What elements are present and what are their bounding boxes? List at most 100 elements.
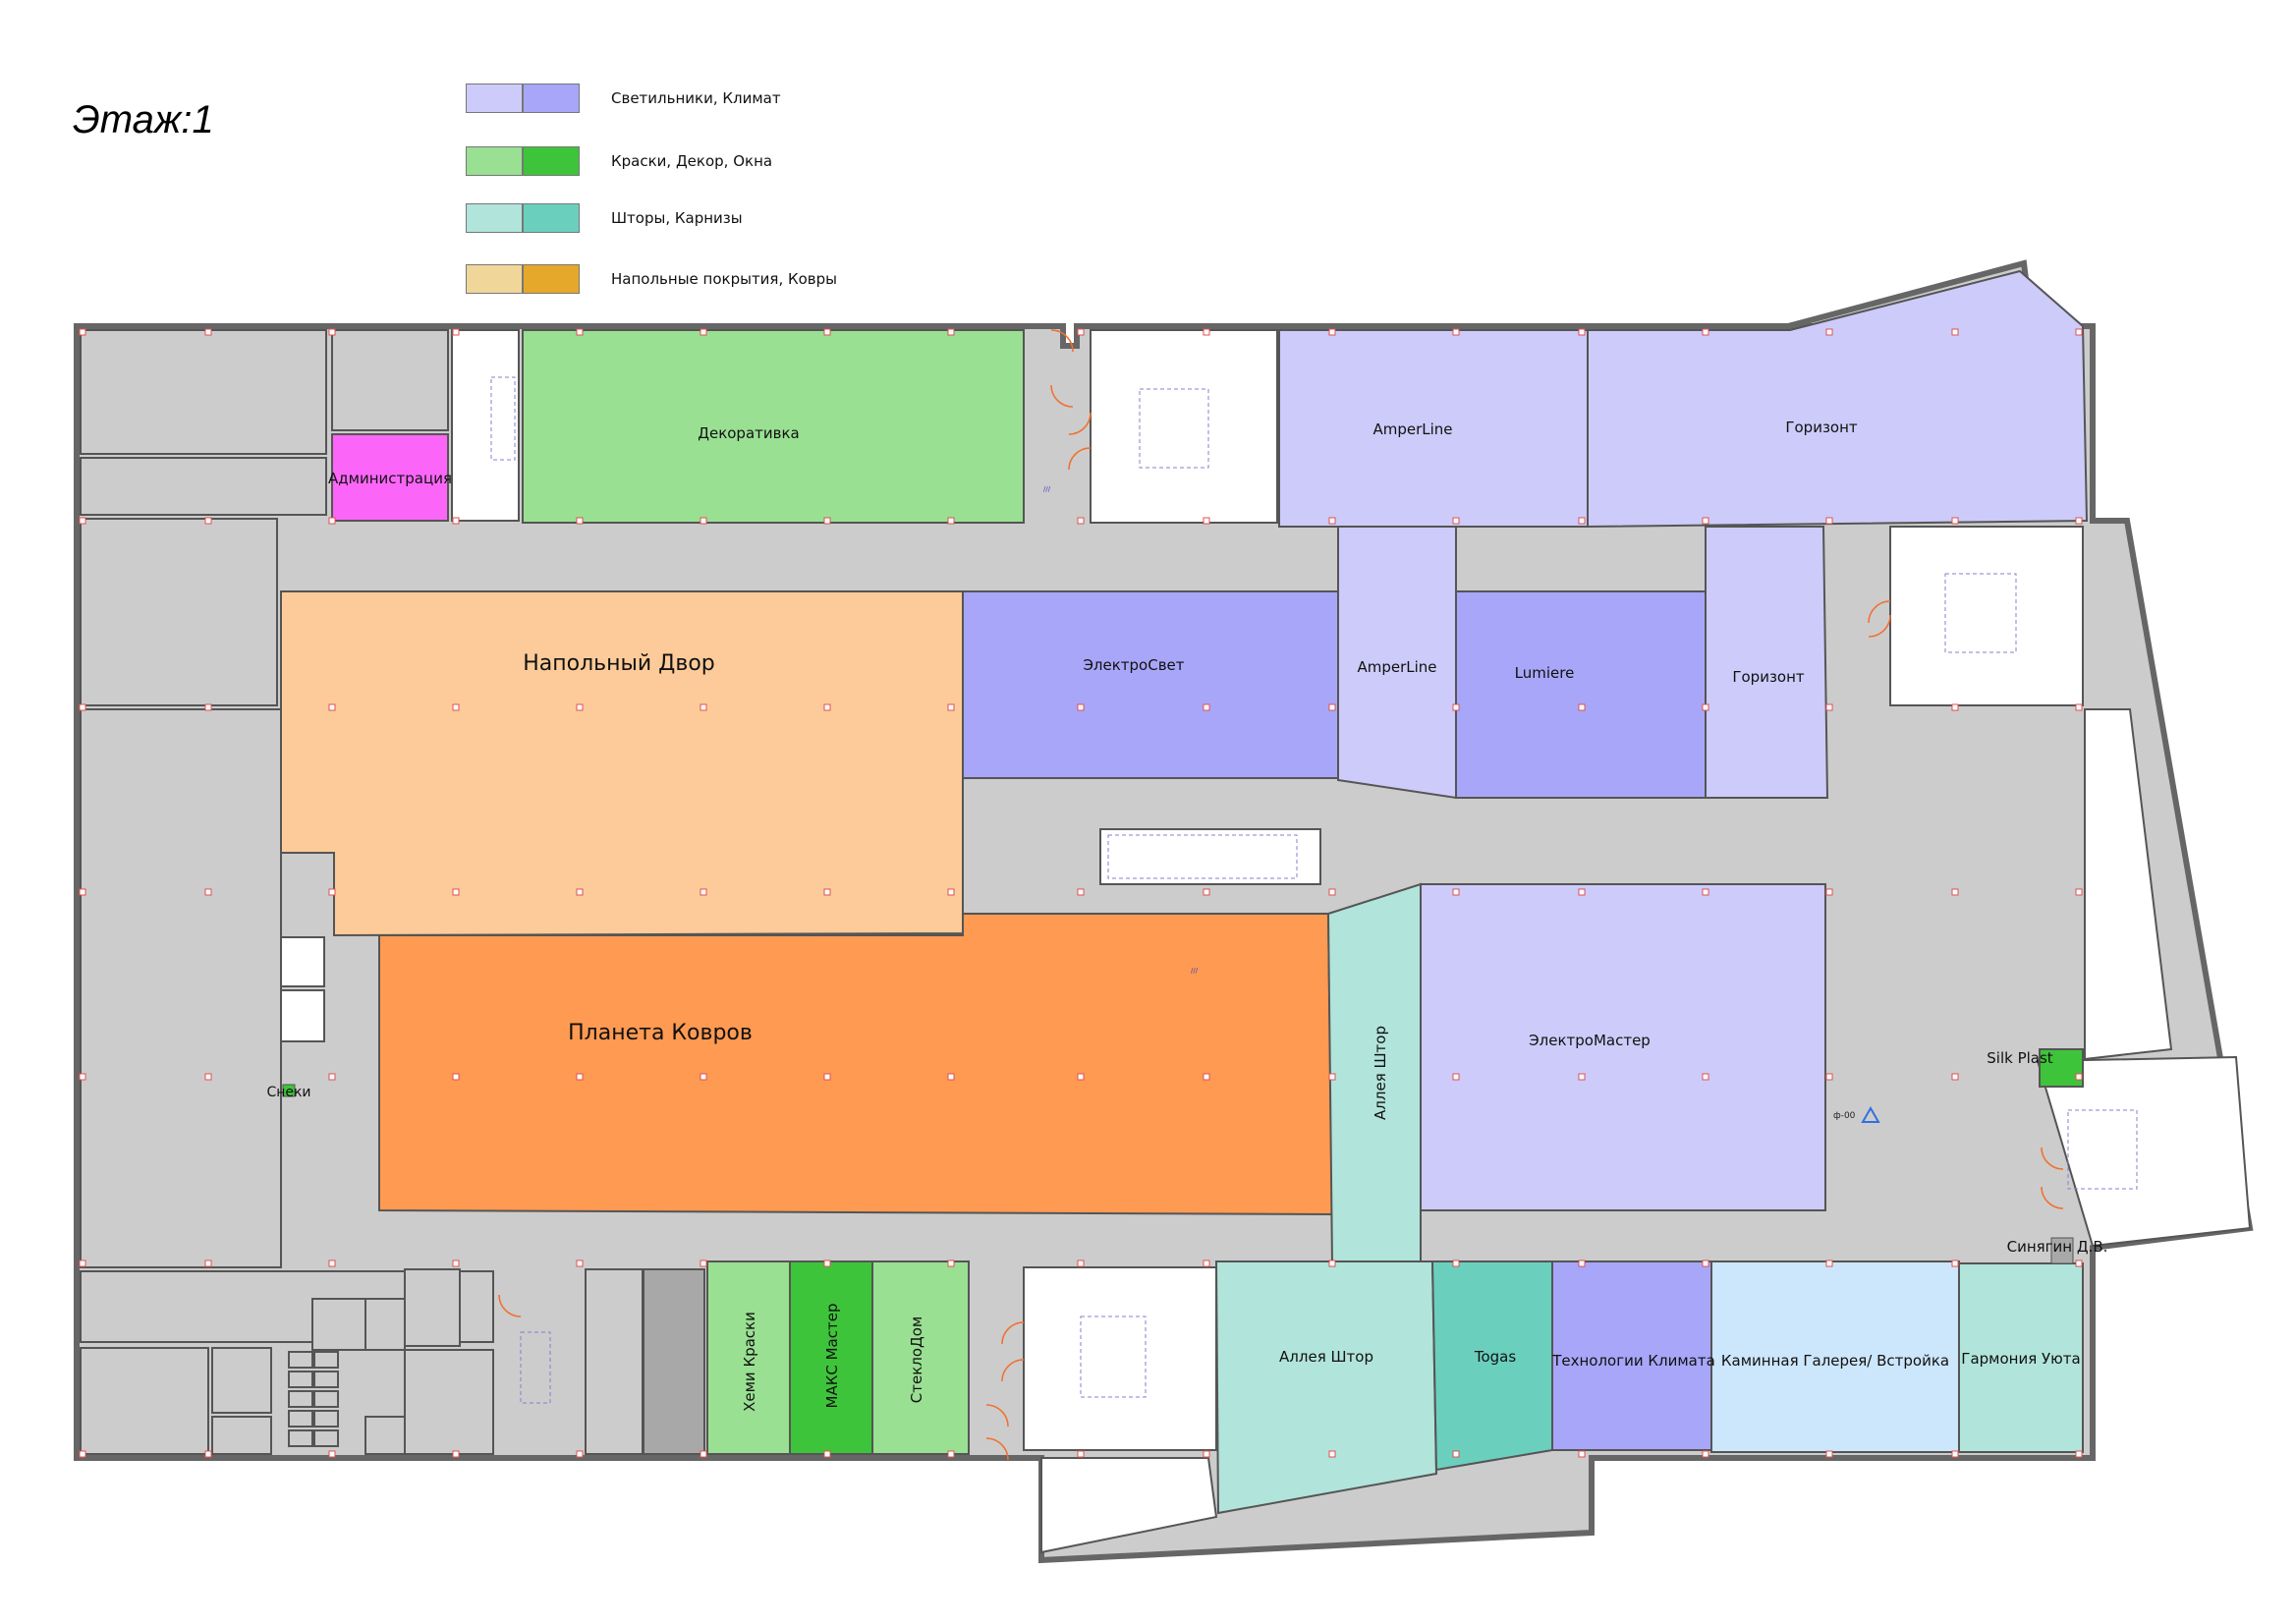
store-togas[interactable] (1430, 1260, 1553, 1472)
store-gorizont-top[interactable] (1587, 269, 2089, 529)
column-marker (204, 888, 212, 896)
column-marker (1077, 1450, 1085, 1458)
legend-item-curtains: Шторы, Карнизы (466, 202, 743, 234)
column-marker (1825, 517, 1833, 525)
column-marker (947, 1450, 955, 1458)
column-marker (576, 517, 584, 525)
column-marker (576, 888, 584, 896)
column-marker (1452, 1073, 1460, 1081)
label-sinyagin: Синягин Д.В. (2007, 1238, 2108, 1256)
column-marker (2075, 517, 2083, 525)
store-elektromaster[interactable] (1420, 883, 1826, 1211)
column-marker (1702, 1450, 1709, 1458)
column-marker (1702, 517, 1709, 525)
column-marker (823, 888, 831, 896)
store-maks-master[interactable] (789, 1260, 873, 1455)
label-gorizont-top: Горизонт (1785, 419, 1858, 436)
column-marker (1951, 888, 1959, 896)
column-marker (1452, 517, 1460, 525)
column-marker (328, 328, 336, 336)
label-sneki: Снеки (266, 1085, 310, 1100)
column-marker (1328, 703, 1336, 711)
column-marker (576, 703, 584, 711)
column-marker (452, 1450, 460, 1458)
store-dekorativka[interactable] (522, 329, 1025, 524)
store-elektrosvet[interactable] (962, 590, 1339, 779)
column-marker (1951, 1260, 1959, 1267)
column-marker (1452, 1450, 1460, 1458)
column-marker (79, 1260, 86, 1267)
label-alleya-shtor-vertical: Аллея Штор (1372, 1026, 1389, 1120)
column-marker (2075, 1260, 2083, 1267)
store-tekhnologii-klimata[interactable] (1551, 1260, 1712, 1451)
column-marker (1452, 703, 1460, 711)
column-marker (576, 1073, 584, 1081)
column-marker (2075, 703, 2083, 711)
column-marker (947, 888, 955, 896)
column-marker (204, 1260, 212, 1267)
store-steklodom[interactable] (871, 1260, 970, 1455)
column-marker (1825, 1260, 1833, 1267)
label-kaminnaya-galereya: Каминная Галерея/ Встройка (1721, 1352, 1949, 1370)
store-lumiere[interactable] (1455, 590, 1707, 799)
column-marker (1702, 1073, 1709, 1081)
store-sneki[interactable] (282, 1084, 296, 1097)
column-marker (204, 328, 212, 336)
service-room-dark (643, 1268, 705, 1455)
label-napolnyi-dvor: Напольный Двор (523, 651, 715, 676)
column-marker (1077, 328, 1085, 336)
column-marker (452, 1073, 460, 1081)
column-marker (204, 1073, 212, 1081)
column-marker (79, 888, 86, 896)
store-kaminnaya-galereya[interactable] (1710, 1260, 1960, 1453)
grid-marker: ф-00 (1833, 1111, 1856, 1121)
column-marker (1702, 703, 1709, 711)
legend-label: Напольные покрытия, Ковры (611, 270, 838, 288)
column-marker (452, 1260, 460, 1267)
legend-item-paints: Краски, Декор, Окна (466, 145, 772, 177)
column-marker (2075, 1073, 2083, 1081)
store-gorizont-mid[interactable] (1705, 526, 1829, 799)
column-marker (1077, 517, 1085, 525)
service-rooms-left (80, 329, 644, 1455)
column-marker (1203, 888, 1210, 896)
label-maks-master: МАКС Мастер (823, 1304, 841, 1409)
store-napolnyi-dvor[interactable] (280, 590, 964, 937)
legend-swatch-dark (523, 146, 580, 176)
triangle-marker-icon (1861, 1105, 1880, 1123)
column-marker (700, 1260, 707, 1267)
column-marker (79, 1450, 86, 1458)
column-marker (79, 703, 86, 711)
column-marker (1702, 888, 1709, 896)
label-gorizont-mid: Горизонт (1732, 668, 1805, 686)
column-marker (1578, 1260, 1586, 1267)
column-marker (2075, 1450, 2083, 1458)
column-marker (823, 328, 831, 336)
column-marker (947, 703, 955, 711)
column-marker (1077, 1073, 1085, 1081)
column-marker (1578, 517, 1586, 525)
store-alleya-shtor-bottom[interactable] (1214, 1260, 1438, 1515)
column-marker (328, 1073, 336, 1081)
store-garmoniya-uyuta[interactable] (1958, 1262, 2084, 1453)
column-marker (1077, 888, 1085, 896)
column-marker (576, 328, 584, 336)
label-lumiere: Lumiere (1515, 664, 1575, 682)
column-marker (1578, 703, 1586, 711)
label-alleya-shtor-bottom: Аллея Штор (1279, 1348, 1373, 1366)
store-silk-plast[interactable] (2039, 1048, 2084, 1088)
label-khemi-kraski: Хеми Краски (741, 1312, 758, 1412)
column-marker (1452, 888, 1460, 896)
label-tekhnologii-klimata: Технологии Климата (1551, 1352, 1715, 1370)
store-planeta-kovrov[interactable] (378, 913, 1334, 1216)
column-marker (328, 888, 336, 896)
store-sinyagin[interactable] (2050, 1237, 2074, 1264)
legend-swatch-light (466, 84, 523, 113)
column-marker (79, 517, 86, 525)
column-marker (1203, 1073, 1210, 1081)
store-administraciya[interactable] (331, 433, 449, 522)
toilet-cubicles (288, 1351, 339, 1447)
column-marker (1203, 1450, 1210, 1458)
legend-item-flooring: Напольные покрытия, Ковры (466, 263, 837, 295)
column-marker (328, 1260, 336, 1267)
